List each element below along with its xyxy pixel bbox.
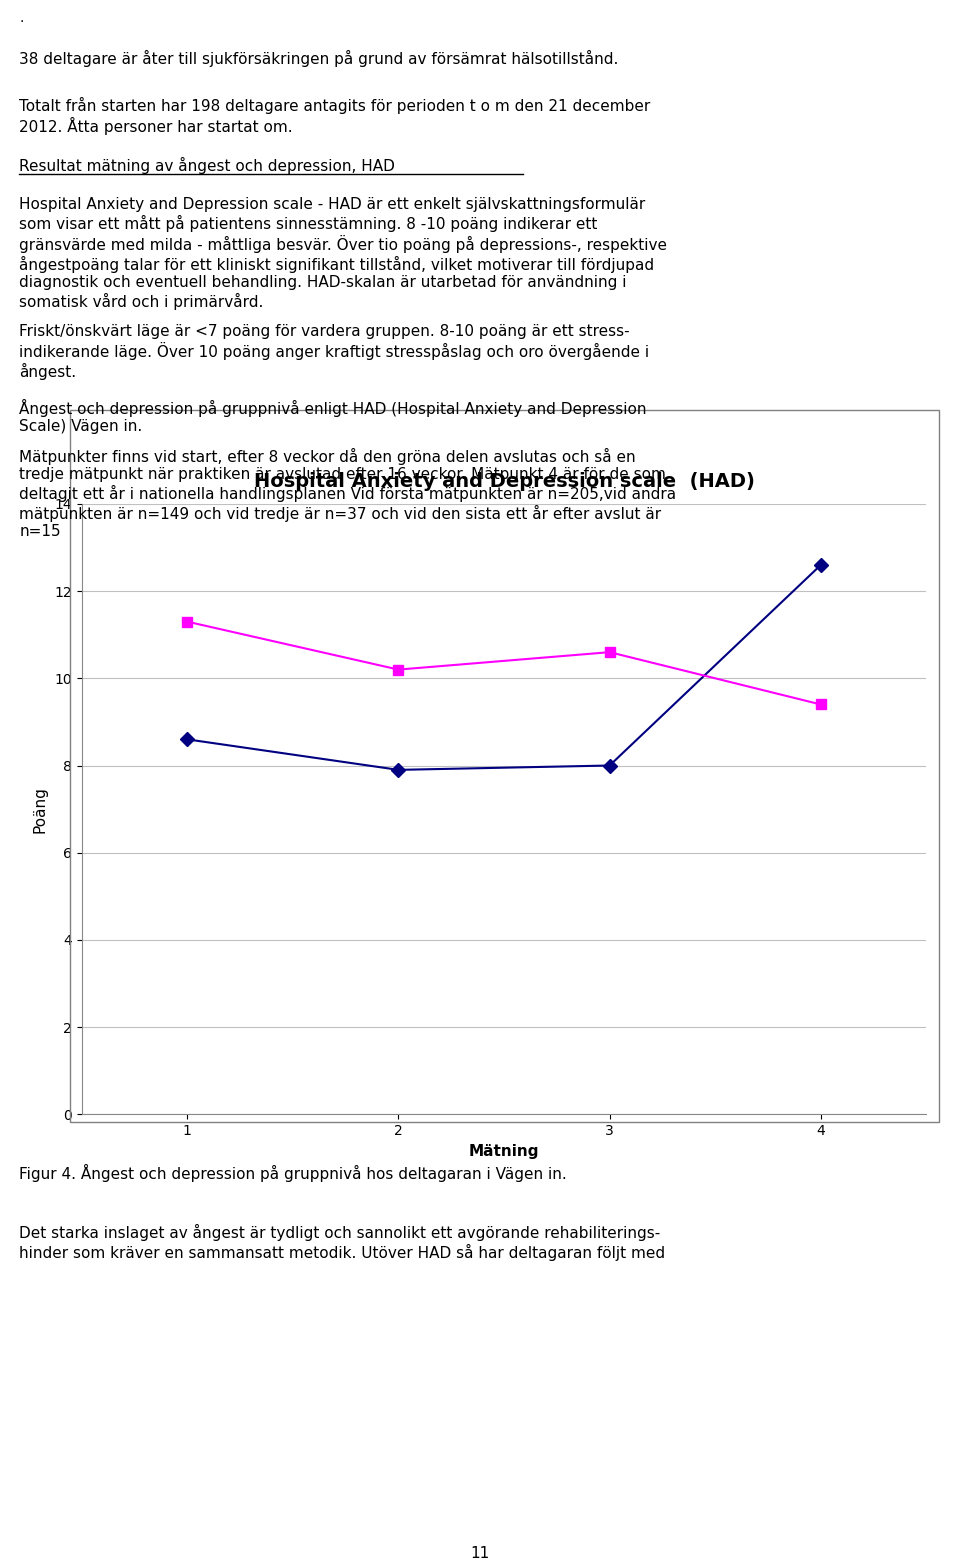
- Text: Mätpunkter finns vid start, efter 8 veckor då den gröna delen avslutas och så en: Mätpunkter finns vid start, efter 8 veck…: [19, 448, 677, 538]
- Text: .: .: [19, 11, 24, 25]
- Text: 11: 11: [470, 1546, 490, 1562]
- Text: Det starka inslaget av ångest är tydligt och sannolikt ett avgörande rehabiliter: Det starka inslaget av ångest är tydligt…: [19, 1224, 665, 1261]
- Text: Totalt från starten har 198 deltagare antagits för perioden t o m den 21 decembe: Totalt från starten har 198 deltagare an…: [19, 97, 651, 135]
- Text: Ångest och depression på gruppnivå enligt HAD (Hospital Anxiety and Depression
S: Ångest och depression på gruppnivå enlig…: [19, 399, 647, 435]
- Text: Figur 4. Ångest och depression på gruppnivå hos deltagaran i Vägen in.: Figur 4. Ångest och depression på gruppn…: [19, 1164, 567, 1183]
- Text: 38 deltagare är åter till sjukförsäkringen på grund av försämrat hälsotillstånd.: 38 deltagare är åter till sjukförsäkring…: [19, 50, 618, 67]
- Text: Friskt/önskvärt läge är <7 poäng för vardera gruppen. 8-10 poäng är ett stress-
: Friskt/önskvärt läge är <7 poäng för var…: [19, 324, 649, 380]
- X-axis label: Mätning: Mätning: [468, 1144, 540, 1158]
- Title: Hospital Anxiety and Depression scale  (HAD): Hospital Anxiety and Depression scale (H…: [253, 473, 755, 491]
- Text: Resultat mätning av ångest och depression, HAD: Resultat mätning av ångest och depressio…: [19, 156, 396, 174]
- Text: Hospital Anxiety and Depression scale - HAD är ett enkelt självskattningsformulä: Hospital Anxiety and Depression scale - …: [19, 197, 667, 310]
- Y-axis label: Poäng: Poäng: [33, 786, 47, 833]
